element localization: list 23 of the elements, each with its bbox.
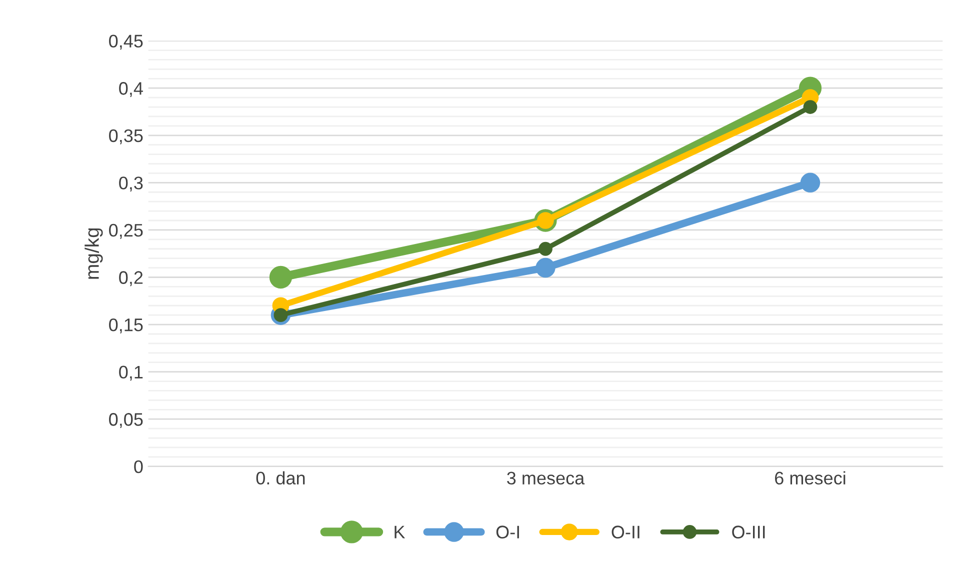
point bbox=[536, 258, 556, 278]
y-tick-label: 0,45 bbox=[109, 34, 143, 50]
x-tick-label: 3 meseca bbox=[507, 472, 585, 485]
y-tick-label: 0,35 bbox=[109, 129, 143, 144]
point bbox=[803, 100, 818, 114]
point bbox=[269, 266, 292, 289]
y-tick-label: 0,25 bbox=[109, 224, 143, 239]
legend-label: K bbox=[394, 526, 406, 538]
y-tick-label: 0 bbox=[134, 460, 143, 474]
x-tick-label: 0. dan bbox=[256, 471, 305, 485]
legend-label: O-I bbox=[496, 526, 519, 538]
point bbox=[800, 172, 820, 193]
y-tick-label: 0,1 bbox=[119, 366, 143, 381]
y-tick-label: 0,3 bbox=[119, 176, 143, 192]
x-tick-label: 6 meseci bbox=[775, 471, 846, 485]
legend-label: O-II bbox=[612, 526, 640, 538]
y-tick-label: 0,15 bbox=[109, 318, 143, 334]
y-tick-label: 0,4 bbox=[119, 82, 143, 97]
legend-label: O-III bbox=[732, 526, 765, 538]
y-tick-label: 0,05 bbox=[109, 413, 143, 428]
y-tick-label: 0,2 bbox=[119, 271, 143, 286]
point bbox=[538, 242, 552, 256]
y-axis-title: mg/kg bbox=[84, 228, 103, 279]
